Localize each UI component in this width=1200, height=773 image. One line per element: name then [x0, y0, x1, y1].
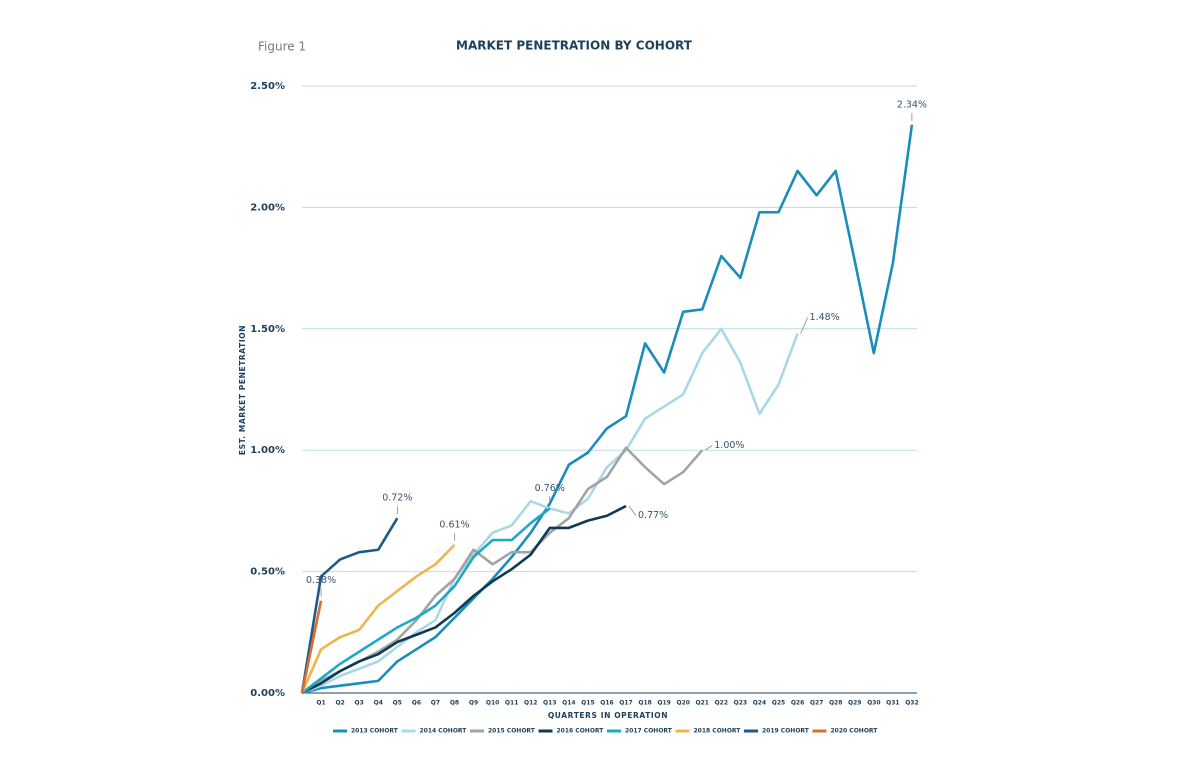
x-tick-label: Q26: [791, 700, 804, 707]
y-tick-label: 0.00%: [250, 688, 285, 699]
x-tick-label: Q15: [581, 700, 594, 707]
x-tick-label: Q22: [715, 700, 728, 707]
series-line: [300, 600, 323, 694]
x-tick-label: Q30: [867, 700, 880, 707]
y-tick-label: 0.50%: [250, 567, 285, 578]
chart-title: MARKET PENETRATION BY COHORT: [456, 39, 693, 53]
x-tick-label: Q5: [393, 700, 402, 707]
x-tick-label: Q18: [638, 700, 651, 707]
x-tick-label: Q2: [335, 700, 344, 707]
legend-label: 2014 COHORT: [420, 728, 468, 735]
figure-label: Figure 1: [258, 40, 306, 54]
y-tick-label: 1.50%: [250, 324, 285, 335]
legend-label: 2017 COHORT: [625, 728, 673, 735]
x-tick-label: Q16: [600, 700, 613, 707]
legend-label: 2019 COHORT: [762, 728, 810, 735]
x-tick-label: Q24: [753, 700, 766, 707]
x-tick-label: Q29: [848, 700, 861, 707]
x-tick-label: Q11: [505, 700, 518, 707]
series-line: [300, 517, 399, 694]
data-label: 0.77%: [638, 510, 668, 521]
y-tick-label: 2.00%: [250, 202, 285, 213]
legend-label: 2020 COHORT: [831, 728, 879, 735]
x-tick-label: Q23: [734, 700, 747, 707]
y-tick-label: 1.00%: [250, 445, 285, 456]
series-line: [300, 543, 456, 694]
label-leader: [705, 445, 713, 451]
x-tick-label: Q17: [619, 700, 632, 707]
legend-label: 2018 COHORT: [694, 728, 742, 735]
x-tick-label: Q10: [486, 700, 499, 707]
x-tick-label: Q25: [772, 700, 785, 707]
data-label: 0.38%: [306, 575, 336, 586]
x-tick-label: Q14: [562, 700, 575, 707]
legend-label: 2013 COHORT: [351, 728, 399, 735]
label-leader: [628, 505, 637, 516]
x-tick-label: Q32: [905, 700, 918, 707]
data-label: 0.76%: [535, 483, 565, 494]
x-tick-label: Q21: [696, 700, 709, 707]
x-tick-label: Q6: [412, 700, 421, 707]
data-label: 0.72%: [382, 493, 412, 504]
x-tick-label: Q4: [374, 700, 383, 707]
legend-label: 2016 COHORT: [557, 728, 605, 735]
data-label: 1.48%: [810, 312, 840, 323]
series-line: [301, 507, 551, 695]
x-tick-label: Q28: [829, 700, 842, 707]
data-label: 2.34%: [897, 99, 927, 110]
x-tick-label: Q31: [886, 700, 899, 707]
x-tick-label: Q27: [810, 700, 823, 707]
data-label: 0.61%: [439, 519, 469, 530]
y-tick-label: 2.50%: [250, 81, 285, 92]
x-tick-label: Q12: [524, 700, 537, 707]
x-tick-label: Q19: [657, 700, 670, 707]
y-axis-label: EST. MARKET PENETRATION: [238, 325, 247, 455]
x-tick-label: Q3: [355, 700, 364, 707]
x-axis-label: QUARTERS IN OPERATION: [548, 711, 668, 720]
series-line: [301, 446, 704, 695]
legend-label: 2015 COHORT: [488, 728, 536, 735]
x-tick-label: Q8: [450, 700, 459, 707]
series-line: [301, 504, 627, 695]
x-tick-label: Q1: [316, 700, 325, 707]
series-line: [301, 327, 799, 695]
data-label: 1.00%: [714, 440, 744, 451]
x-tick-label: Q20: [676, 700, 689, 707]
label-leader: [800, 317, 808, 334]
series-line: [301, 124, 914, 695]
x-tick-label: Q13: [543, 700, 556, 707]
x-tick-label: Q7: [431, 700, 440, 707]
x-tick-label: Q9: [469, 700, 478, 707]
